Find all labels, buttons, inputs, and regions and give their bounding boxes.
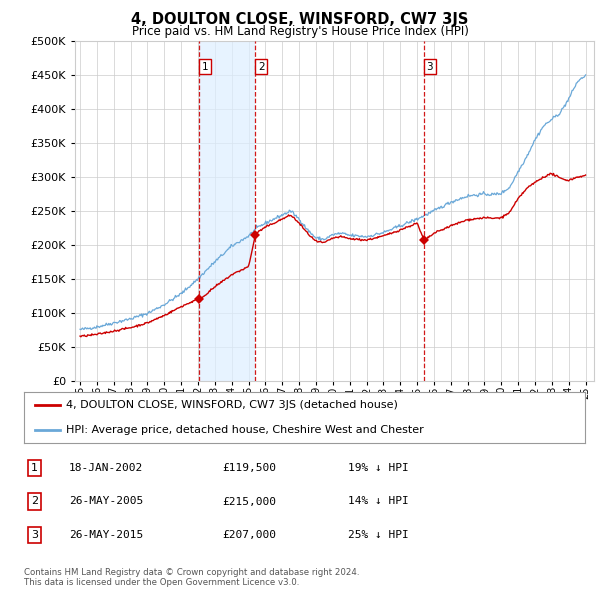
Text: Price paid vs. HM Land Registry's House Price Index (HPI): Price paid vs. HM Land Registry's House … — [131, 25, 469, 38]
Text: £215,000: £215,000 — [222, 497, 276, 506]
Text: 18-JAN-2002: 18-JAN-2002 — [69, 463, 143, 473]
Text: 4, DOULTON CLOSE, WINSFORD, CW7 3JS (detached house): 4, DOULTON CLOSE, WINSFORD, CW7 3JS (det… — [66, 400, 398, 410]
Text: 2: 2 — [31, 497, 38, 506]
Text: 26-MAY-2005: 26-MAY-2005 — [69, 497, 143, 506]
Text: 26-MAY-2015: 26-MAY-2015 — [69, 530, 143, 540]
Text: 19% ↓ HPI: 19% ↓ HPI — [348, 463, 409, 473]
Text: 1: 1 — [31, 463, 38, 473]
Text: 14% ↓ HPI: 14% ↓ HPI — [348, 497, 409, 506]
Text: 4, DOULTON CLOSE, WINSFORD, CW7 3JS: 4, DOULTON CLOSE, WINSFORD, CW7 3JS — [131, 12, 469, 27]
Text: Contains HM Land Registry data © Crown copyright and database right 2024.
This d: Contains HM Land Registry data © Crown c… — [24, 568, 359, 587]
Text: 1: 1 — [202, 62, 208, 71]
Text: £207,000: £207,000 — [222, 530, 276, 540]
Text: 25% ↓ HPI: 25% ↓ HPI — [348, 530, 409, 540]
Text: HPI: Average price, detached house, Cheshire West and Chester: HPI: Average price, detached house, Ches… — [66, 425, 424, 435]
Bar — [199, 41, 256, 381]
Text: 3: 3 — [31, 530, 38, 540]
Text: 2: 2 — [258, 62, 265, 71]
Text: £119,500: £119,500 — [222, 463, 276, 473]
Text: 3: 3 — [427, 62, 433, 71]
